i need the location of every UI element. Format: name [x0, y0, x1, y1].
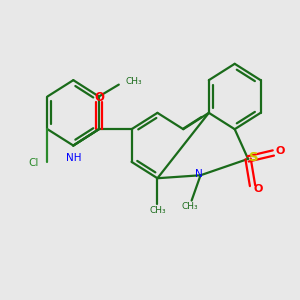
- Text: O: O: [94, 91, 104, 103]
- Text: S: S: [249, 151, 258, 164]
- Text: N: N: [195, 169, 203, 179]
- Text: NH: NH: [66, 153, 81, 163]
- Text: CH₃: CH₃: [125, 77, 142, 86]
- Text: CH₃: CH₃: [182, 202, 198, 211]
- Text: O: O: [253, 184, 262, 194]
- Text: Cl: Cl: [29, 158, 39, 168]
- Text: CH₃: CH₃: [149, 206, 166, 214]
- Text: O: O: [275, 146, 285, 157]
